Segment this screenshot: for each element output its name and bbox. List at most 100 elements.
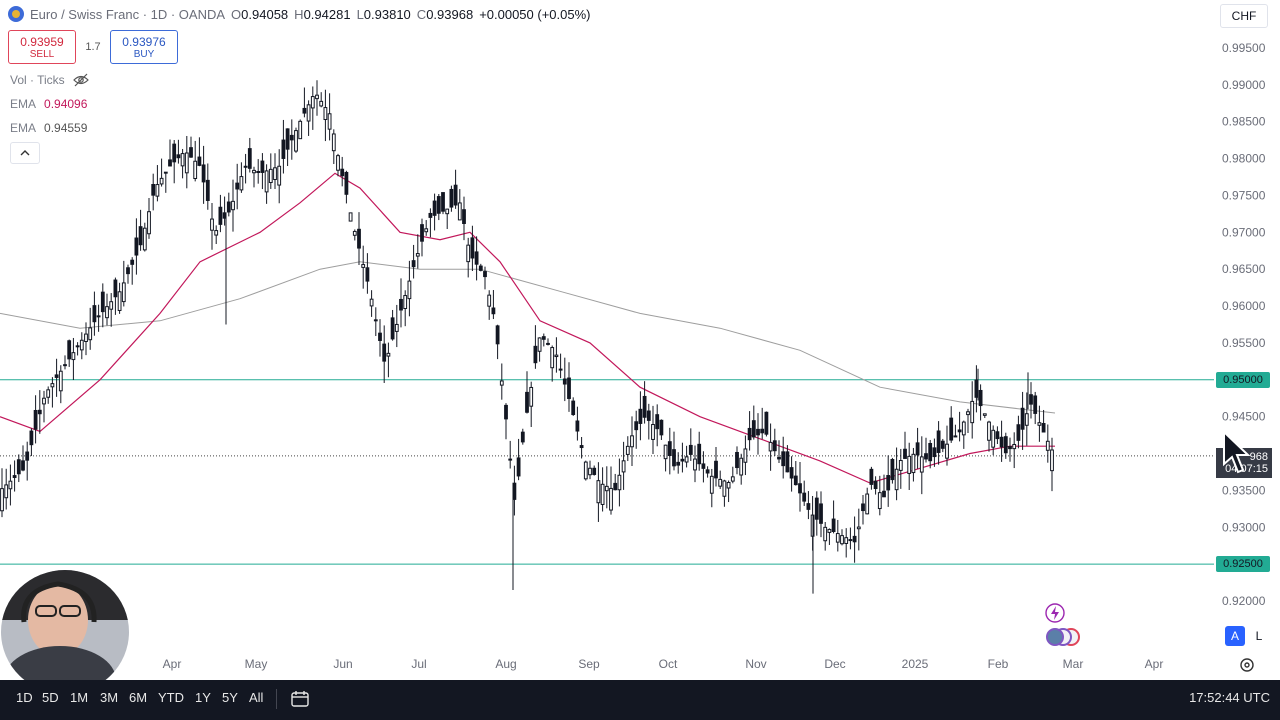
price-tick-8: 0.95500 [1222, 336, 1266, 350]
candle-181 [760, 407, 765, 440]
candle-72 [302, 87, 307, 118]
sell-button[interactable]: 0.93959 SELL [8, 30, 76, 64]
range-all[interactable]: All [249, 690, 264, 705]
candle-188 [789, 456, 794, 492]
candle-224 [940, 438, 945, 453]
range-ytd[interactable]: YTD [158, 690, 184, 705]
candle-190 [798, 462, 802, 512]
candle-157 [659, 419, 664, 440]
candle-76 [319, 92, 324, 108]
candle-74 [310, 86, 315, 130]
buy-button[interactable]: 0.93976 BUY [110, 30, 178, 64]
candle-175 [735, 446, 739, 475]
price-axis[interactable]: 0.99500 0.99000 0.98500 0.98000 0.97500 0.970… [1222, 41, 1266, 608]
ema-fast-line[interactable] [0, 172, 1055, 484]
range-1d[interactable]: 1D [16, 690, 33, 705]
candle-64 [268, 153, 273, 189]
candle-78 [327, 93, 332, 141]
candle-145 [609, 466, 613, 515]
candle-114 [478, 263, 483, 272]
eye-off-icon[interactable] [72, 73, 89, 87]
candle-75 [315, 80, 319, 116]
candle-69 [289, 119, 294, 160]
gear-icon[interactable] [1238, 656, 1256, 674]
candle-100 [420, 218, 424, 257]
ema-slow-indicator[interactable]: EMA 0.94559 [10, 121, 87, 135]
collapse-indicators-button[interactable] [10, 142, 40, 164]
volume-label: Vol · Ticks [10, 73, 65, 87]
time-tick-6: Oct [659, 657, 678, 671]
candle-220 [924, 437, 928, 463]
candle-172 [722, 479, 727, 507]
candle-107 [449, 185, 454, 212]
candle-148 [621, 441, 626, 490]
candle-108 [453, 169, 458, 209]
candle-233 [978, 384, 983, 421]
price-tick-15: 0.92000 [1222, 594, 1266, 608]
candle-47 [197, 137, 202, 167]
sell-price: 0.93959 [20, 34, 64, 49]
ema-fast-value: 0.94096 [44, 97, 88, 111]
time-axis[interactable]: Apr May Jun Jul Aug Sep Oct Nov Dec 2025 Feb Mar Apr [163, 657, 1164, 671]
candle-250 [1050, 437, 1054, 492]
ema-fast-label: EMA [10, 97, 37, 111]
range-1y[interactable]: 1Y [195, 690, 211, 705]
candle-156 [655, 404, 660, 447]
candle-35 [147, 198, 151, 239]
range-1m[interactable]: 1M [70, 690, 89, 705]
candle-42 [176, 139, 181, 164]
chevron-up-icon [20, 150, 30, 156]
volume-indicator[interactable]: Vol · Ticks [10, 73, 89, 87]
candle-208 [873, 476, 878, 495]
candle-132 [554, 337, 559, 373]
candle-247 [1037, 405, 1042, 442]
candle-180 [756, 413, 760, 455]
candlesticks [0, 80, 1054, 594]
time-tick-10: Feb [988, 657, 1009, 671]
ema-fast-indicator[interactable]: EMA 0.94096 [10, 97, 87, 111]
candle-139 [583, 460, 588, 481]
candle-23 [96, 304, 101, 332]
currency-select[interactable]: CHF [1220, 4, 1268, 28]
symbol-title[interactable]: Euro / Swiss Franc · 1D · OANDA [30, 6, 226, 22]
candle-158 [663, 444, 668, 472]
utc-clock[interactable]: 17:52:44 UTC [1189, 690, 1270, 705]
flash-icon[interactable] [1045, 603, 1065, 623]
calendar-icon[interactable] [290, 689, 310, 709]
candle-30 [126, 264, 130, 284]
time-tick-3: Jul [411, 657, 426, 671]
candle-1 [4, 468, 9, 510]
current-price-value: 968 [1249, 451, 1268, 463]
candle-49 [205, 163, 210, 210]
log-scale-button[interactable]: L [1255, 629, 1263, 643]
range-5y[interactable]: 5Y [222, 690, 238, 705]
range-5d[interactable]: 5D [42, 690, 59, 705]
candle-46 [193, 140, 198, 182]
range-3m[interactable]: 3M [100, 690, 119, 705]
candle-141 [592, 465, 597, 476]
time-tick-9: 2025 [902, 657, 929, 671]
candle-245 [1029, 382, 1033, 419]
candle-136 [571, 397, 576, 416]
candle-223 [936, 421, 941, 465]
auto-scale-button[interactable]: A [1225, 626, 1245, 646]
candle-63 [264, 164, 269, 204]
candle-28 [117, 282, 122, 314]
range-6m[interactable]: 6M [129, 690, 148, 705]
candle-196 [823, 522, 828, 551]
candle-11 [46, 386, 51, 404]
candle-140 [588, 460, 592, 480]
candle-19 [79, 332, 84, 360]
candle-167 [701, 451, 706, 483]
candle-238 [999, 420, 1004, 462]
candle-241 [1012, 432, 1017, 469]
candle-187 [785, 445, 790, 473]
candle-138 [579, 436, 584, 459]
candle-194 [814, 491, 819, 536]
event-avatars-icon[interactable] [1043, 627, 1083, 647]
candle-93 [390, 309, 395, 341]
candle-199 [835, 519, 840, 552]
candle-29 [121, 260, 126, 307]
candle-38 [159, 158, 164, 187]
